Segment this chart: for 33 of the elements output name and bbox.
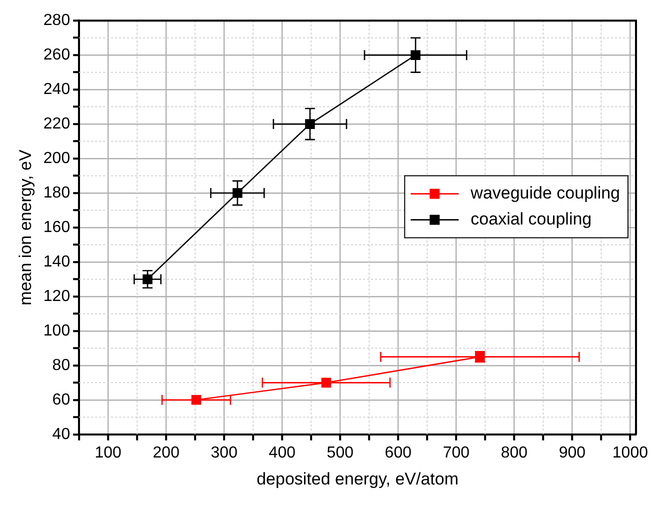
y-tick-label: 200 <box>43 150 70 167</box>
point <box>191 395 202 405</box>
y-tick-label: 60 <box>52 391 70 408</box>
x-tick-label: 600 <box>384 444 412 462</box>
y-tick-label: 160 <box>43 218 70 236</box>
legend-label: waveguide coupling <box>470 183 620 202</box>
y-tick-label: 140 <box>43 253 70 270</box>
y-tick-label: 220 <box>43 115 70 132</box>
point <box>142 274 152 284</box>
legend-label: coaxial coupling <box>470 209 592 228</box>
x-tick-label: 1000 <box>612 444 648 462</box>
y-tick-label: 120 <box>43 288 70 305</box>
x-tick-label: 200 <box>152 444 180 462</box>
point <box>232 188 242 198</box>
point <box>410 50 420 60</box>
y-tick-label: 80 <box>52 356 70 374</box>
x-tick-label: 700 <box>442 444 470 462</box>
x-tick-label: 800 <box>500 444 528 462</box>
y-axis-title: mean ion energy, eV <box>16 149 35 306</box>
y-tick-label: 100 <box>43 322 70 340</box>
x-tick-label: 100 <box>94 444 122 462</box>
y-tick-label: 180 <box>43 184 70 202</box>
x-tick-label: 400 <box>268 444 296 462</box>
point <box>305 119 315 129</box>
x-tick-label: 900 <box>558 444 586 462</box>
x-axis-title: deposited energy, eV/atom <box>256 469 459 488</box>
y-tick-label: 280 <box>43 12 70 30</box>
x-tick-label: 300 <box>210 444 238 462</box>
y-tick-label: 40 <box>52 426 70 443</box>
point <box>321 378 332 388</box>
y-tick-label: 240 <box>43 80 70 98</box>
x-tick-label: 500 <box>326 444 354 462</box>
y-tick-label: 260 <box>43 46 70 64</box>
